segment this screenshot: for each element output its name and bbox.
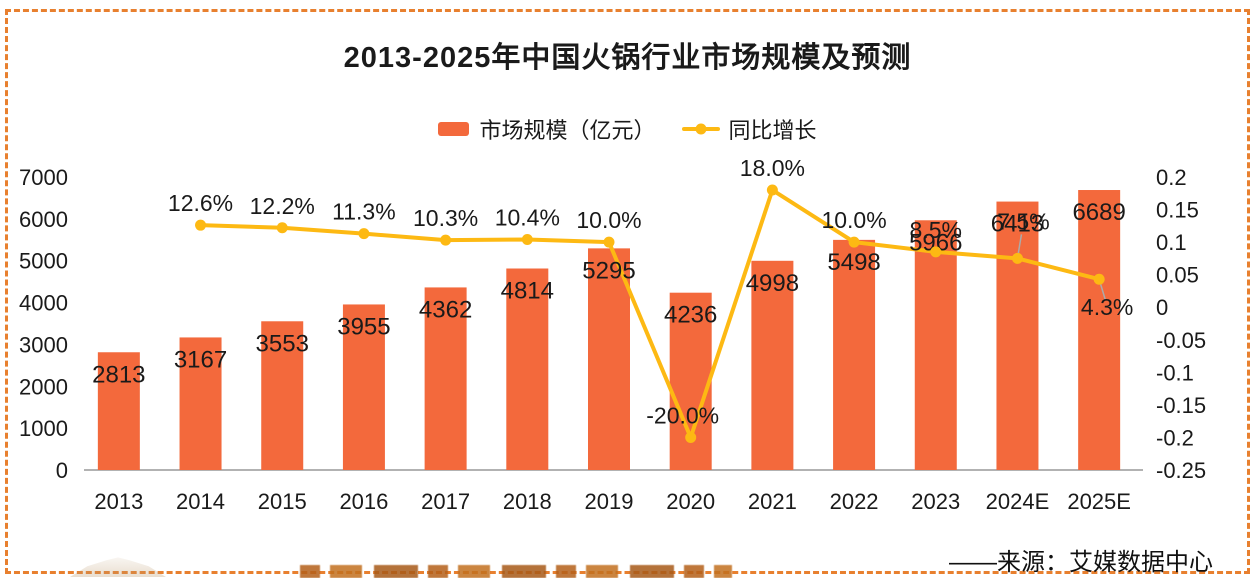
bar-2023 bbox=[914, 220, 957, 470]
left-axis-tick: 0 bbox=[56, 458, 68, 483]
line-point-2025E bbox=[1093, 273, 1105, 285]
right-axis-tick: -0.2 bbox=[1156, 425, 1194, 450]
growth-label-2017: 10.3% bbox=[413, 205, 478, 231]
x-axis-label-2023: 2023 bbox=[911, 489, 960, 514]
growth-label-2019: 10.0% bbox=[576, 207, 641, 233]
line-point-2016 bbox=[358, 228, 370, 240]
right-axis-tick: -0.1 bbox=[1156, 360, 1194, 385]
left-axis-tick: 2000 bbox=[19, 374, 68, 399]
left-axis-tick: 1000 bbox=[19, 416, 68, 441]
left-axis-tick: 5000 bbox=[19, 249, 68, 274]
right-axis-tick: 0 bbox=[1156, 295, 1168, 320]
growth-label-2023: 8.5% bbox=[910, 217, 962, 243]
bar-2015 bbox=[261, 321, 304, 470]
x-axis-label-2014: 2014 bbox=[176, 489, 225, 514]
right-axis-tick: -0.05 bbox=[1156, 328, 1206, 353]
bar-value-label-2024E: 6413 bbox=[991, 211, 1044, 238]
left-axis-tick: 7000 bbox=[19, 165, 68, 190]
left-axis-tick: 6000 bbox=[19, 207, 68, 232]
x-axis-label-2020: 2020 bbox=[666, 489, 715, 514]
bar-value-label-2019: 5295 bbox=[582, 257, 635, 284]
x-axis-label-2013: 2013 bbox=[94, 489, 143, 514]
x-axis-label-2018: 2018 bbox=[503, 489, 552, 514]
growth-label-2015: 12.2% bbox=[250, 193, 315, 219]
right-axis-tick: 0.2 bbox=[1156, 165, 1187, 190]
x-axis-label-2017: 2017 bbox=[421, 489, 470, 514]
bar-2019 bbox=[588, 248, 630, 470]
growth-label-2016: 11.3% bbox=[332, 199, 396, 225]
bar-2024E bbox=[996, 201, 1039, 471]
bar-2018 bbox=[506, 268, 549, 470]
legend: 市场规模（亿元） 同比增长 bbox=[0, 113, 1255, 145]
bar-value-label-2013: 2813 bbox=[92, 361, 145, 388]
line-point-2023 bbox=[930, 246, 942, 258]
growth-label-2024E: 7.5% bbox=[997, 208, 1049, 234]
growth-label-2021: 18.0% bbox=[740, 155, 805, 181]
bar-value-label-2022: 5498 bbox=[827, 249, 880, 276]
watermark-text-cutoff bbox=[300, 565, 732, 578]
x-axis-label-2022: 2022 bbox=[830, 489, 879, 514]
line-point-2020 bbox=[685, 431, 697, 443]
growth-label-2014: 12.6% bbox=[168, 190, 233, 216]
bar-value-label-2017: 4362 bbox=[419, 296, 472, 323]
legend-line-dot-icon bbox=[695, 123, 706, 135]
growth-label-2022: 10.0% bbox=[821, 207, 886, 233]
legend-bar-label: 市场规模（亿元） bbox=[479, 118, 656, 143]
growth-label-2018: 10.4% bbox=[495, 205, 560, 231]
line-point-2015 bbox=[276, 222, 288, 234]
bar-value-label-2020: 4236 bbox=[664, 302, 717, 329]
bar-2013 bbox=[97, 352, 140, 470]
left-axis-tick: 3000 bbox=[19, 332, 68, 357]
bar-value-label-2016: 3955 bbox=[337, 313, 390, 340]
chart-title: 2013-2025年中国火锅行业市场规模及预测 bbox=[343, 42, 912, 74]
bar-2025E bbox=[1078, 190, 1121, 470]
bar-value-label-2014: 3167 bbox=[174, 346, 227, 373]
growth-line bbox=[198, 188, 1102, 440]
x-axis-label-2016: 2016 bbox=[339, 489, 388, 514]
x-axis-label-2015: 2015 bbox=[258, 489, 307, 514]
left-axis-tick: 4000 bbox=[19, 291, 68, 316]
line-point-2019 bbox=[603, 236, 615, 248]
growth-label-2020: -20.0% bbox=[646, 402, 719, 428]
bar-value-label-2021: 4998 bbox=[746, 270, 799, 297]
bar-2017 bbox=[424, 287, 467, 470]
right-axis-tick: 0.15 bbox=[1156, 198, 1199, 223]
x-axis-label-2021: 2021 bbox=[748, 489, 797, 514]
bar-2022 bbox=[833, 239, 876, 470]
right-axis-tick: 0.05 bbox=[1156, 263, 1199, 288]
bar-2014 bbox=[179, 337, 222, 470]
line-point-2021 bbox=[766, 184, 778, 196]
legend-line-swatch-icon bbox=[681, 123, 720, 135]
bar-2021 bbox=[751, 260, 794, 470]
x-axis-label-2024E: 2024E bbox=[986, 489, 1050, 514]
right-axis-tick: 0.1 bbox=[1156, 230, 1187, 255]
bar-value-label-2025E: 6689 bbox=[1072, 199, 1125, 226]
bar-value-label-2018: 4814 bbox=[501, 277, 554, 304]
line-point-2017 bbox=[440, 234, 452, 246]
x-axis-label-2019: 2019 bbox=[585, 489, 634, 514]
growth-label-2025E: 4.3% bbox=[1081, 294, 1133, 320]
line-point-2014 bbox=[195, 219, 207, 231]
line-point-2018 bbox=[521, 234, 533, 246]
bar-2016 bbox=[342, 304, 385, 470]
line-point-2024E bbox=[1011, 252, 1023, 264]
source-label: ——来源：艾媒数据中心 bbox=[949, 549, 1213, 576]
bar-value-label-2015: 3553 bbox=[256, 330, 309, 357]
right-axis-tick: -0.25 bbox=[1156, 458, 1206, 483]
legend-line-label: 同比增长 bbox=[728, 118, 817, 143]
legend-bar-swatch-icon bbox=[438, 122, 470, 136]
right-axis-tick: -0.15 bbox=[1156, 393, 1206, 418]
line-point-2022 bbox=[848, 236, 860, 248]
x-axis-label-2025E: 2025E bbox=[1067, 489, 1131, 514]
